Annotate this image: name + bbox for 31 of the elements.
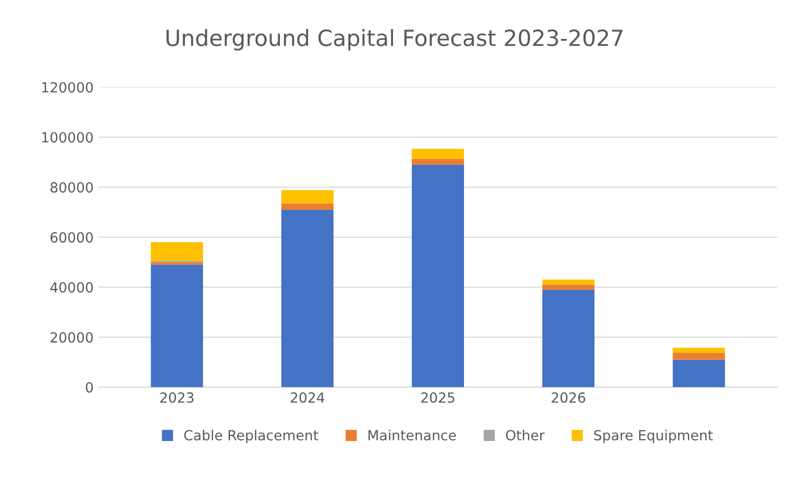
y-tick-label: 0 (86, 382, 93, 393)
bar (281, 210, 334, 388)
legend-label: Cable Replacement (184, 430, 318, 444)
bar (542, 284, 594, 290)
bar (281, 203, 334, 210)
bar (412, 148, 464, 159)
bar (542, 280, 594, 285)
legend-label: Spare Equipment (594, 430, 713, 444)
y-tick-label: 40000 (50, 282, 93, 293)
bar (150, 264, 204, 388)
x-tick-label: 2025 (421, 392, 454, 403)
bar (412, 164, 464, 388)
bar (672, 352, 725, 360)
bar (281, 190, 334, 204)
bar (672, 360, 725, 388)
bar (542, 290, 594, 388)
x-tick-label: 2026 (552, 392, 586, 403)
x-tick-label: 2024 (290, 392, 324, 403)
y-tick-label: 120000 (42, 82, 93, 93)
chart-title: Underground Capital Forecast 2023-2027 (166, 29, 622, 51)
bar (150, 242, 204, 261)
bar (150, 262, 204, 265)
y-tick-label: 80000 (50, 182, 93, 193)
x-tick-label: 2023 (160, 392, 194, 403)
legend-label: Maintenance (368, 430, 456, 440)
legend-label: Other (506, 430, 545, 440)
y-tick-label: 20000 (50, 332, 93, 343)
bar (672, 348, 725, 353)
y-tick-label: 100000 (42, 132, 93, 143)
y-tick-label: 60000 (50, 232, 93, 243)
bar (412, 158, 464, 165)
